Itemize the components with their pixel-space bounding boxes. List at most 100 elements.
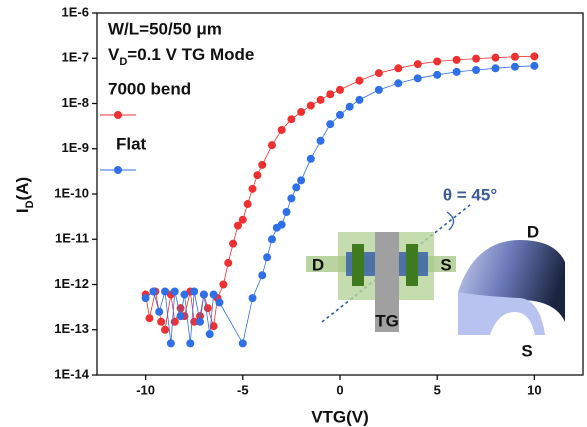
data-point bbox=[263, 253, 272, 262]
data-point bbox=[530, 61, 539, 70]
data-point bbox=[215, 298, 224, 307]
y-tick-label: 1E-11 bbox=[55, 231, 89, 246]
device-source-label: S bbox=[521, 341, 532, 360]
data-point bbox=[141, 294, 150, 303]
data-point bbox=[258, 271, 267, 280]
y-axis-label-part: D bbox=[24, 200, 36, 208]
data-point bbox=[510, 52, 519, 61]
x-tick-label: 10 bbox=[527, 382, 541, 397]
data-point bbox=[248, 294, 257, 303]
legend-marker bbox=[114, 166, 122, 174]
data-point bbox=[161, 287, 170, 296]
y-tick-label: 1E-7 bbox=[62, 50, 89, 65]
data-point bbox=[238, 339, 247, 348]
data-point bbox=[394, 64, 403, 73]
data-point bbox=[233, 221, 242, 230]
data-point bbox=[149, 287, 158, 296]
data-point bbox=[238, 215, 247, 224]
data-point bbox=[326, 120, 335, 129]
data-point bbox=[145, 314, 154, 323]
data-point bbox=[306, 154, 315, 163]
data-point bbox=[433, 70, 442, 79]
data-point bbox=[229, 239, 238, 248]
data-point bbox=[224, 258, 233, 267]
data-point bbox=[355, 76, 364, 85]
angle-label: θ = 45° bbox=[443, 185, 497, 204]
data-point bbox=[155, 307, 164, 316]
legend-marker bbox=[114, 111, 122, 119]
data-point bbox=[253, 171, 262, 180]
x-tick-label: 0 bbox=[336, 382, 343, 397]
data-point bbox=[452, 55, 461, 64]
annotation: VD=0.1 V TG Mode bbox=[108, 45, 254, 67]
data-point bbox=[491, 64, 500, 73]
data-point bbox=[326, 90, 335, 99]
data-point bbox=[472, 65, 481, 74]
annotation: W/L=50/50 μm bbox=[108, 19, 222, 38]
data-point bbox=[166, 339, 175, 348]
data-point bbox=[287, 115, 296, 124]
data-point bbox=[282, 208, 291, 217]
data-point bbox=[203, 304, 212, 313]
y-tick-label: 1E-9 bbox=[62, 140, 89, 155]
data-point bbox=[161, 325, 170, 334]
data-point bbox=[258, 160, 267, 169]
x-axis-label: VTG(V) bbox=[311, 407, 369, 426]
bent-device-front bbox=[458, 292, 545, 335]
gate-label: TG bbox=[375, 311, 399, 330]
data-point bbox=[267, 141, 276, 150]
data-point bbox=[297, 176, 306, 185]
data-point bbox=[297, 107, 306, 116]
data-point bbox=[190, 287, 199, 296]
data-point bbox=[316, 136, 325, 145]
data-point bbox=[306, 101, 315, 110]
data-point bbox=[248, 184, 257, 193]
data-point bbox=[452, 67, 461, 76]
data-point bbox=[336, 85, 344, 94]
annotation-part: V bbox=[108, 45, 120, 64]
data-point bbox=[374, 85, 383, 94]
y-tick-label: 1E-8 bbox=[62, 95, 89, 110]
y-tick-label: 1E-13 bbox=[54, 321, 89, 336]
data-point bbox=[355, 95, 364, 104]
device-drain-label: D bbox=[527, 222, 539, 241]
y-tick-label: 1E-6 bbox=[62, 4, 89, 19]
annotation-part: D bbox=[119, 56, 127, 68]
data-point bbox=[287, 194, 296, 203]
data-point bbox=[413, 74, 422, 83]
data-point bbox=[336, 110, 344, 119]
y-tick-label: 1E-14 bbox=[54, 366, 89, 381]
data-point bbox=[345, 102, 354, 111]
inset-diagram: D S TG θ = 45° D S bbox=[306, 185, 565, 360]
data-point bbox=[277, 220, 286, 229]
data-point bbox=[292, 183, 301, 192]
y-tick-label: 1E-10 bbox=[54, 185, 89, 200]
data-point bbox=[180, 290, 189, 299]
y-axis-label-part: (A) bbox=[13, 177, 32, 201]
x-tick-label: 5 bbox=[434, 382, 441, 397]
y-axis-label: ID(A) bbox=[13, 177, 35, 213]
legend-label: 7000 bend bbox=[108, 79, 191, 98]
data-point bbox=[491, 53, 500, 62]
drain-label: D bbox=[312, 255, 324, 274]
data-point bbox=[157, 317, 166, 326]
data-point bbox=[205, 330, 214, 339]
contact bbox=[406, 244, 418, 286]
gate bbox=[375, 232, 399, 332]
y-axis-label-part: I bbox=[13, 208, 32, 213]
contact bbox=[352, 244, 364, 286]
data-point bbox=[530, 52, 539, 61]
data-point bbox=[209, 290, 218, 299]
x-tick-label: -5 bbox=[237, 382, 249, 397]
data-point bbox=[219, 280, 228, 289]
data-point bbox=[186, 339, 195, 348]
data-point bbox=[243, 200, 252, 209]
data-point bbox=[413, 60, 422, 69]
data-point bbox=[316, 95, 325, 104]
data-point bbox=[394, 79, 403, 88]
legend-label: Flat bbox=[116, 134, 147, 153]
data-point bbox=[170, 287, 179, 296]
data-point bbox=[510, 62, 519, 71]
y-tick-label: 1E-12 bbox=[54, 276, 89, 291]
